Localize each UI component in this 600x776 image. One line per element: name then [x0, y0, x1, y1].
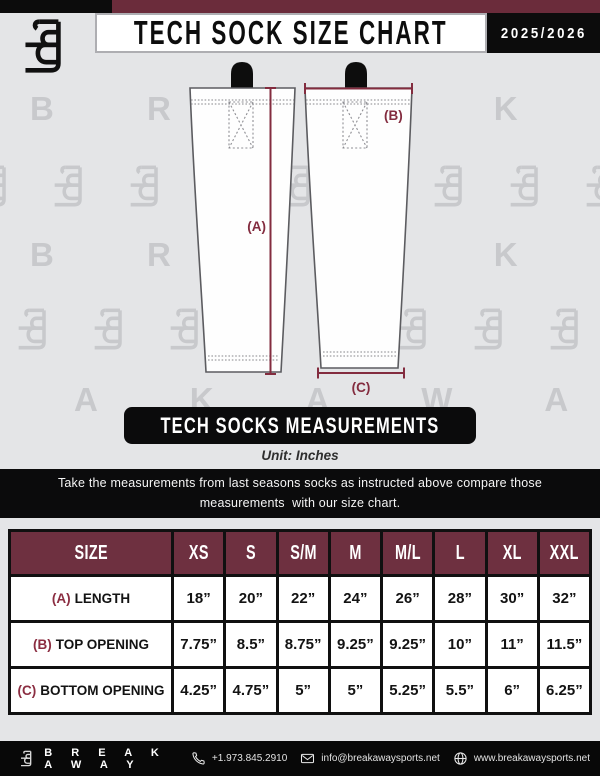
table-header-m: M	[330, 532, 380, 574]
table-cell: 9.25”	[383, 623, 433, 666]
velcro-patch	[342, 101, 368, 149]
table-cell: 20”	[226, 577, 276, 620]
top-stitch-lines	[306, 99, 411, 105]
table-header-l: L	[435, 532, 485, 574]
unit-label: Unit: Inches	[261, 448, 339, 463]
row-label-length: (A) LENGTH	[11, 577, 171, 620]
footer-email[interactable]: info@breakawaysports.net	[300, 751, 440, 766]
table-header-s: S	[226, 532, 276, 574]
top-bar-maroon	[112, 0, 600, 13]
measurement-label-c: (C)	[352, 380, 371, 395]
globe-icon	[454, 752, 467, 765]
table-header-xs: XS	[174, 532, 224, 574]
table-cell: 9.25”	[330, 623, 380, 666]
instruction-line: measurements with our size chart.	[199, 495, 401, 510]
season-label: 2025/2026	[500, 24, 587, 42]
season-badge: 2025/2026	[487, 13, 600, 53]
measurement-label-b: (B)	[384, 108, 403, 123]
footer-website-url: www.breakawaysports.net	[473, 753, 590, 764]
page-title: TECH SOCK SIZE CHART	[134, 14, 448, 51]
measurement-line-a	[265, 87, 276, 375]
footer-brand: TECH SOCK SIZE CHART B R E A K A W A Y	[20, 745, 191, 772]
table-cell: 18”	[174, 577, 224, 620]
measurement-line-b	[304, 83, 413, 94]
table-cell: 6.25”	[539, 669, 589, 712]
table-cell: 8.5”	[226, 623, 276, 666]
table-cell: 4.25”	[174, 669, 224, 712]
hem-stitch-lines	[323, 351, 397, 357]
table-cell: 28”	[435, 577, 485, 620]
row-label-top-opening: (B) TOP OPENING	[11, 623, 171, 666]
velcro-patch	[228, 101, 254, 149]
table-cell: 5”	[330, 669, 380, 712]
table-cell: 24”	[330, 577, 380, 620]
sock-hanger-tab	[345, 62, 367, 88]
sock-outline	[189, 87, 296, 373]
instruction-bar: Take the measurements from last seasons …	[0, 469, 600, 518]
measurement-label-a: (A)	[247, 219, 266, 234]
table-cell: 32”	[539, 577, 589, 620]
top-bar-black-segment	[0, 0, 112, 13]
breakaway-logo-icon	[20, 750, 32, 767]
table-cell: 10”	[435, 623, 485, 666]
table-cell: 30”	[487, 577, 537, 620]
table-header-ml: M/L	[383, 532, 433, 574]
table-cell: 7.75”	[174, 623, 224, 666]
table-cell: 6”	[487, 669, 537, 712]
table-cell: 5”	[278, 669, 328, 712]
table-header-size: SIZE	[11, 532, 171, 574]
right-sock-diagram	[304, 62, 413, 369]
table-cell: 22”	[278, 577, 328, 620]
row-label-bottom-opening: (C) BOTTOM OPENING	[11, 669, 171, 712]
table-header-xl: XL	[487, 532, 537, 574]
size-table: SIZE XS S S/M M M/L L XL XXL (A) LENGTH 1…	[8, 529, 592, 715]
measurement-line-c	[317, 367, 405, 379]
sock-outline	[304, 87, 413, 369]
top-stitch-lines	[191, 99, 294, 105]
footer-phone-number: +1.973.845.2910	[211, 753, 288, 764]
footer-email-address: info@breakawaysports.net	[321, 753, 440, 764]
table-cell: 11.5”	[539, 623, 589, 666]
left-sock-diagram	[189, 62, 296, 373]
footer-website[interactable]: www.breakawaysports.net	[453, 751, 590, 766]
measurements-banner-label: TECH SOCKS MEASUREMENTS	[160, 412, 440, 438]
footer-bar: TECH SOCK SIZE CHART B R E A K A W A Y +…	[0, 741, 600, 776]
footer-phone[interactable]: +1.973.845.2910	[191, 751, 287, 766]
title-banner: TECH SOCK SIZE CHART	[95, 13, 487, 53]
footer-contacts: +1.973.845.2910 info@breakawaysports.net…	[191, 751, 590, 766]
table-cell: 5.5”	[435, 669, 485, 712]
table-cell: 8.75”	[278, 623, 328, 666]
hem-stitch-lines	[208, 355, 279, 361]
table-header-xxl: XXL	[539, 532, 589, 574]
envelope-icon	[301, 753, 315, 764]
breakaway-logo-icon	[22, 17, 74, 75]
table-cell: 4.75”	[226, 669, 276, 712]
sock-diagram: (A) (B) (C)	[189, 62, 413, 395]
phone-icon	[192, 752, 205, 765]
measurements-banner: TECH SOCKS MEASUREMENTS	[124, 407, 476, 444]
sock-hanger-tab	[231, 62, 253, 88]
table-header-sm: S/M	[278, 532, 328, 574]
instruction-line: Take the measurements from last seasons …	[57, 476, 543, 491]
table-cell: 26”	[383, 577, 433, 620]
table-cell: 11”	[487, 623, 537, 666]
footer-brand-label: B R E A K A W A Y	[44, 746, 167, 771]
table-cell: 5.25”	[383, 669, 433, 712]
